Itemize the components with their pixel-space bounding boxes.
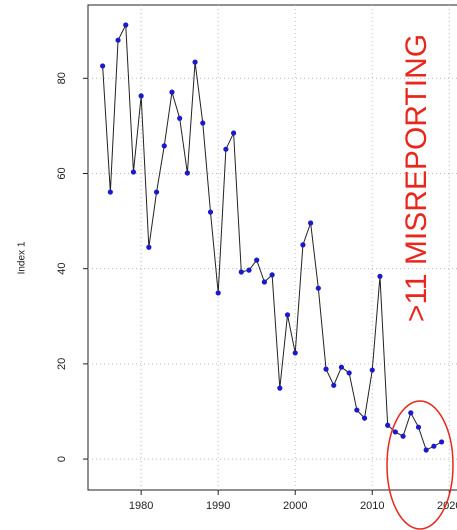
data-point — [369, 367, 375, 373]
y-tick-label: 20 — [56, 358, 68, 370]
data-point — [292, 350, 298, 356]
data-point — [192, 59, 198, 65]
data-point — [100, 63, 106, 69]
data-point — [200, 120, 206, 126]
data-point — [169, 89, 175, 95]
data-point — [400, 433, 406, 439]
data-point — [130, 169, 137, 175]
data-point — [177, 115, 183, 121]
data-point — [269, 272, 275, 278]
x-tick-label: 2010 — [360, 500, 384, 512]
x-tick-label: 2000 — [283, 500, 307, 512]
data-point — [254, 257, 260, 263]
data-point — [300, 242, 306, 248]
data-point — [315, 285, 321, 291]
data-point — [423, 447, 429, 453]
data-point — [238, 269, 244, 275]
plot-frame — [87, 4, 457, 491]
data-point — [346, 370, 352, 376]
data-point — [277, 385, 283, 391]
data-point — [153, 189, 160, 195]
y-tick-label: 80 — [56, 72, 68, 84]
data-point — [377, 273, 383, 279]
data-point — [385, 422, 391, 428]
data-point — [246, 267, 252, 273]
data-point — [431, 443, 437, 449]
x-tick-label: 1990 — [206, 500, 230, 512]
y-axis-label: Index 1 — [17, 241, 28, 274]
data-point — [184, 170, 190, 176]
y-tick-label: 40 — [56, 263, 68, 275]
data-point — [230, 130, 237, 136]
data-point — [438, 439, 445, 445]
data-point — [223, 146, 229, 152]
data-point — [138, 93, 144, 99]
data-point — [392, 429, 398, 435]
x-tick-label: 1980 — [129, 500, 153, 512]
data-point — [261, 279, 268, 285]
data-point — [323, 366, 329, 372]
data-point — [408, 410, 414, 416]
x-tick-label: 2020 — [437, 500, 457, 512]
data-point — [361, 415, 368, 421]
annotation: >11 MISREPORTING — [400, 34, 433, 322]
data-point — [354, 407, 360, 413]
y-tick-label: 0 — [56, 456, 68, 462]
y-tick-label: 60 — [56, 167, 68, 179]
data-point — [207, 209, 214, 215]
data-point — [215, 290, 221, 296]
data-point — [115, 37, 121, 43]
data-point — [123, 22, 129, 28]
data-point — [161, 143, 167, 149]
data-point — [284, 312, 291, 318]
data-point — [308, 220, 314, 226]
data-point — [338, 364, 345, 370]
data-point — [107, 189, 113, 195]
data-point — [331, 382, 337, 388]
highlight-ellipse — [386, 400, 454, 530]
data-point — [146, 244, 152, 250]
data-point — [415, 424, 422, 430]
data-line — [102, 23, 442, 451]
